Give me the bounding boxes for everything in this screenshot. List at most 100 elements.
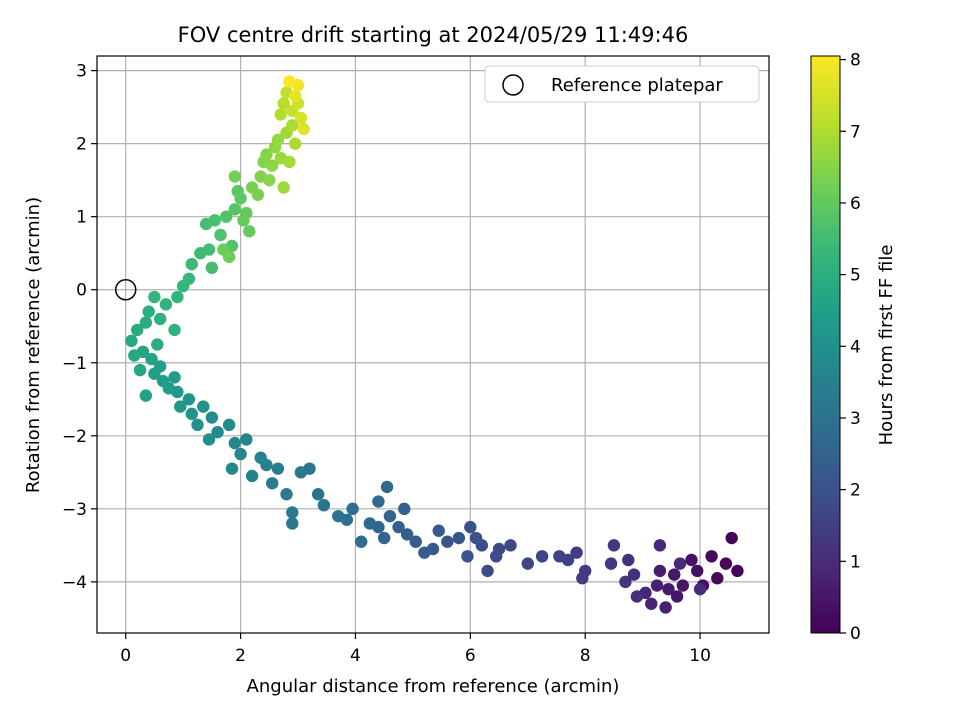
data-point <box>185 407 198 421</box>
x-tick-label: 6 <box>465 646 476 666</box>
data-point <box>607 539 621 552</box>
data-point <box>377 531 391 545</box>
data-point <box>650 579 664 592</box>
data-point <box>286 517 299 530</box>
data-point <box>260 148 273 161</box>
data-points <box>125 75 744 614</box>
legend: Reference platepar <box>484 65 760 103</box>
data-point <box>234 192 247 205</box>
data-point <box>151 338 164 351</box>
data-point <box>228 170 242 183</box>
data-point <box>398 502 411 516</box>
data-point <box>346 502 359 516</box>
data-point <box>191 418 204 432</box>
data-point <box>693 582 707 596</box>
data-point <box>208 214 221 227</box>
data-point <box>265 477 279 490</box>
data-point <box>265 159 279 172</box>
data-point <box>245 469 259 483</box>
data-point <box>220 210 233 223</box>
data-point <box>237 214 250 227</box>
data-point <box>461 550 474 563</box>
colorbar-tick-label: 1 <box>850 552 861 572</box>
data-point <box>277 97 290 110</box>
colorbar-tick-label: 3 <box>850 409 861 429</box>
data-point <box>691 564 704 578</box>
data-point <box>731 564 744 578</box>
data-point <box>392 520 405 534</box>
data-point <box>148 367 161 380</box>
data-point <box>274 108 287 121</box>
data-point <box>553 550 566 563</box>
x-tick-label: 2 <box>235 646 246 666</box>
data-point <box>604 557 618 570</box>
data-point <box>234 447 247 461</box>
data-point <box>630 590 644 603</box>
colorbar-tick-label: 6 <box>850 194 861 214</box>
reference-platepar-marker <box>114 278 137 301</box>
data-point <box>263 173 276 187</box>
data-point <box>662 582 675 596</box>
colorbar: 0 1 2 3 4 5 6 7 8 Hours from first FF file <box>810 51 897 644</box>
data-point <box>418 546 431 559</box>
colorbar-tick-label: 4 <box>850 337 861 357</box>
data-point <box>156 374 170 388</box>
data-point <box>214 228 227 242</box>
data-point <box>619 575 632 589</box>
data-point <box>205 261 219 275</box>
data-point <box>504 539 517 552</box>
colorbar-gradient <box>810 55 841 634</box>
data-point <box>228 203 242 216</box>
data-point <box>711 572 724 585</box>
data-point <box>185 257 198 271</box>
data-point <box>469 531 483 545</box>
y-tick-label: −1 <box>62 354 87 374</box>
data-point <box>145 352 158 366</box>
data-point <box>225 462 239 475</box>
data-point <box>125 334 138 348</box>
data-point <box>222 418 236 432</box>
y-tick-label: 2 <box>76 135 87 155</box>
x-axis-label: Angular distance from reference (arcmin) <box>247 676 620 697</box>
data-point <box>202 433 216 446</box>
data-point <box>521 557 534 570</box>
data-point <box>139 389 153 402</box>
data-point <box>153 312 167 326</box>
y-axis-ticks: −4 −3 −2 −1 0 1 2 3 <box>62 62 97 593</box>
chart-title: FOV centre drift starting at 2024/05/29 … <box>178 23 689 47</box>
data-point <box>676 579 690 592</box>
data-point <box>243 225 256 238</box>
data-point <box>317 498 331 512</box>
colorbar-ticks: 0 1 2 3 4 5 6 7 8 <box>840 51 861 644</box>
y-tick-label: 3 <box>76 62 87 82</box>
data-point <box>400 528 414 541</box>
data-point <box>288 137 302 150</box>
data-point <box>653 539 667 552</box>
data-point <box>133 363 147 377</box>
data-point <box>653 564 667 578</box>
x-tick-label: 10 <box>689 646 711 666</box>
data-point <box>286 506 299 519</box>
y-tick-label: −4 <box>62 573 87 593</box>
data-point <box>139 316 153 329</box>
data-point <box>182 272 196 285</box>
data-point <box>283 75 296 88</box>
data-point <box>159 298 173 311</box>
x-tick-label: 8 <box>580 646 591 666</box>
data-point <box>311 488 325 501</box>
data-point <box>452 531 466 545</box>
data-point <box>383 509 397 523</box>
data-point <box>380 480 394 494</box>
legend-label: Reference platepar <box>551 75 723 96</box>
colorbar-tick-label: 0 <box>850 624 861 644</box>
data-point <box>222 250 236 264</box>
data-point <box>168 323 181 337</box>
data-point <box>705 550 718 563</box>
data-point <box>441 535 454 548</box>
data-point <box>174 400 187 413</box>
y-tick-label: −3 <box>62 500 87 520</box>
data-point <box>670 590 684 603</box>
data-point <box>372 495 385 508</box>
